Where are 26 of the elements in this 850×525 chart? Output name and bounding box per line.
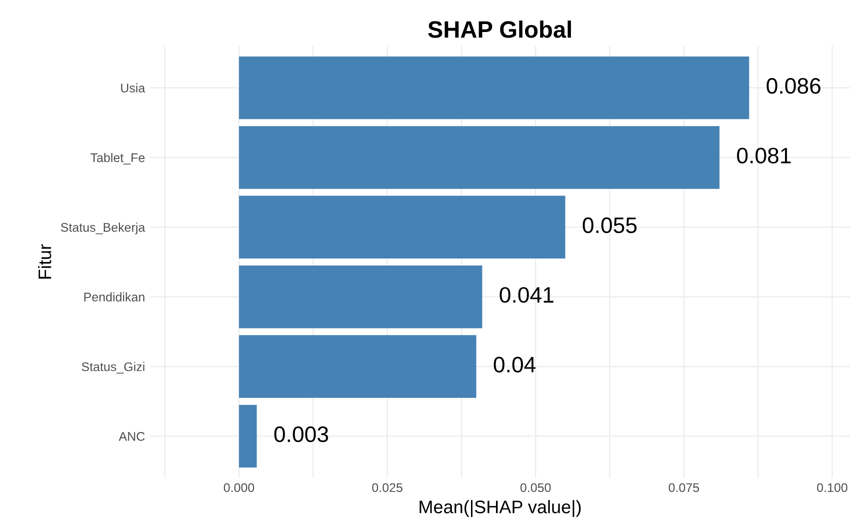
x-tick-label: 0.000 [224, 483, 254, 492]
chart-title: SHAP Global [428, 20, 571, 38]
data-label: 0.003 [274, 426, 328, 442]
data-label: 0.081 [737, 148, 791, 164]
data-label: 0.086 [766, 78, 820, 94]
y-tick-label: Status_Bekerja [60, 222, 146, 234]
bar [238, 196, 566, 259]
bar [238, 265, 482, 328]
x-tick-label: 0.100 [817, 483, 848, 492]
data-label: 0.055 [582, 217, 637, 234]
y-tick-label: Status_Gizi [82, 362, 144, 374]
bar [238, 404, 257, 468]
y-tick-label: Tablet_Fe [90, 152, 145, 164]
data-label: 0.04 [494, 356, 536, 372]
bar [238, 56, 750, 120]
x-tick-label: 0.075 [668, 483, 700, 492]
x-axis-title: Mean(|SHAP value|) [420, 500, 581, 517]
y-tick-label: ANC [118, 432, 145, 441]
bar [238, 126, 720, 189]
data-label: 0.041 [500, 287, 554, 303]
y-axis-title: Fitur [38, 244, 52, 279]
x-tick-label: 0.025 [372, 483, 402, 492]
y-tick-label: Pendidikan [84, 292, 144, 302]
x-tick-label: 0.050 [520, 483, 551, 492]
y-tick-label: Usia [121, 83, 146, 92]
bar [238, 335, 476, 398]
